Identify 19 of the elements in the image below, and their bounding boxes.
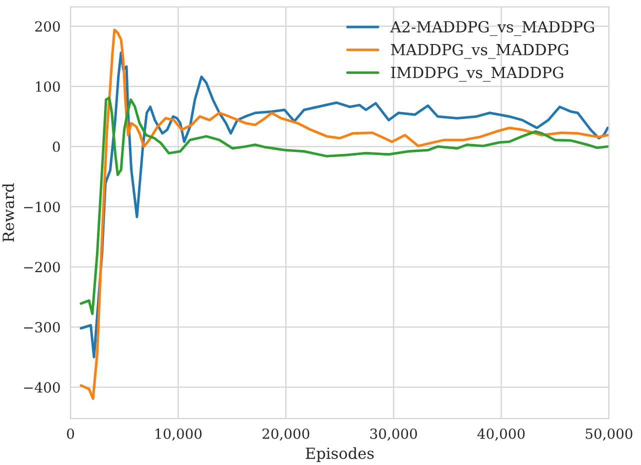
x-axis-title: Episodes bbox=[306, 447, 374, 462]
y-tick-label: −400 bbox=[24, 382, 60, 393]
legend-label: IMDDPG_vs_MADDPG bbox=[391, 66, 564, 82]
legend-label: MADDPG_vs_MADDPG bbox=[390, 44, 568, 59]
x-tick-label: 0 bbox=[67, 428, 74, 439]
y-tick-label: 0 bbox=[52, 142, 60, 152]
legend-label: A2-MADDPG_vs_MADDPG bbox=[390, 20, 594, 36]
y-tick-label: −100 bbox=[24, 202, 60, 212]
x-tick-label: 20,000 bbox=[262, 428, 310, 441]
x-tick-label: 30,000 bbox=[370, 428, 417, 441]
line-series bbox=[80, 96, 609, 316]
y-tick-label: −200 bbox=[24, 262, 60, 272]
x-tick-label: 50,000 bbox=[586, 428, 632, 441]
x-tick-label: 10,000 bbox=[156, 428, 202, 441]
x-tick-label: 40,000 bbox=[477, 428, 525, 441]
y-tick-label: 200 bbox=[35, 21, 60, 32]
y-tick-label: 100 bbox=[36, 81, 60, 92]
y-tick-label: −300 bbox=[24, 322, 60, 333]
y-axis-title: Reward bbox=[2, 183, 14, 242]
